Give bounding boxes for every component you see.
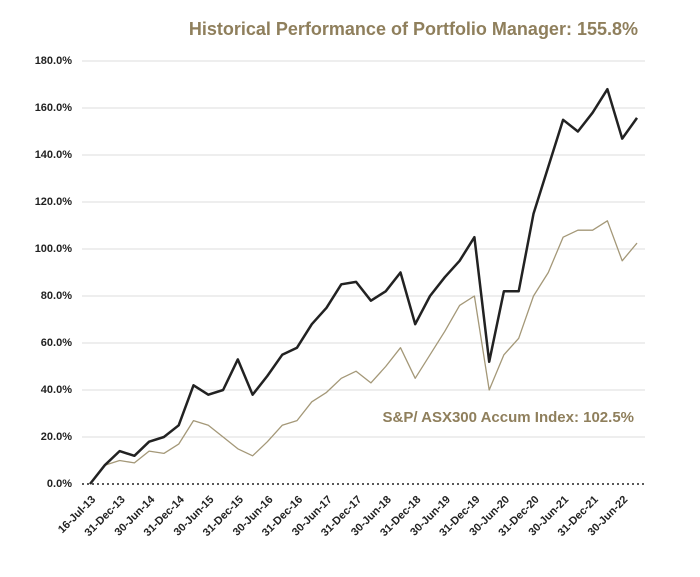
y-tick-label: 20.0% [41,431,72,443]
y-tick-label: 0.0% [47,478,72,490]
y-tick-label: 40.0% [41,384,72,396]
y-tick-label: 60.0% [41,337,72,349]
series-line [89,220,638,485]
y-tick-label: 140.0% [35,149,73,161]
y-tick-label: 120.0% [35,196,73,208]
y-tick-label: 160.0% [35,102,73,114]
y-tick-label: 80.0% [41,290,72,302]
annotation: S&P/ ASX300 Accum Index: 102.5% [383,409,635,426]
series-line [89,87,639,485]
y-tick-label: 100.0% [35,243,73,255]
chart-title: Historical Performance of Portfolio Mana… [189,19,638,39]
y-tick-label: 180.0% [35,55,73,67]
